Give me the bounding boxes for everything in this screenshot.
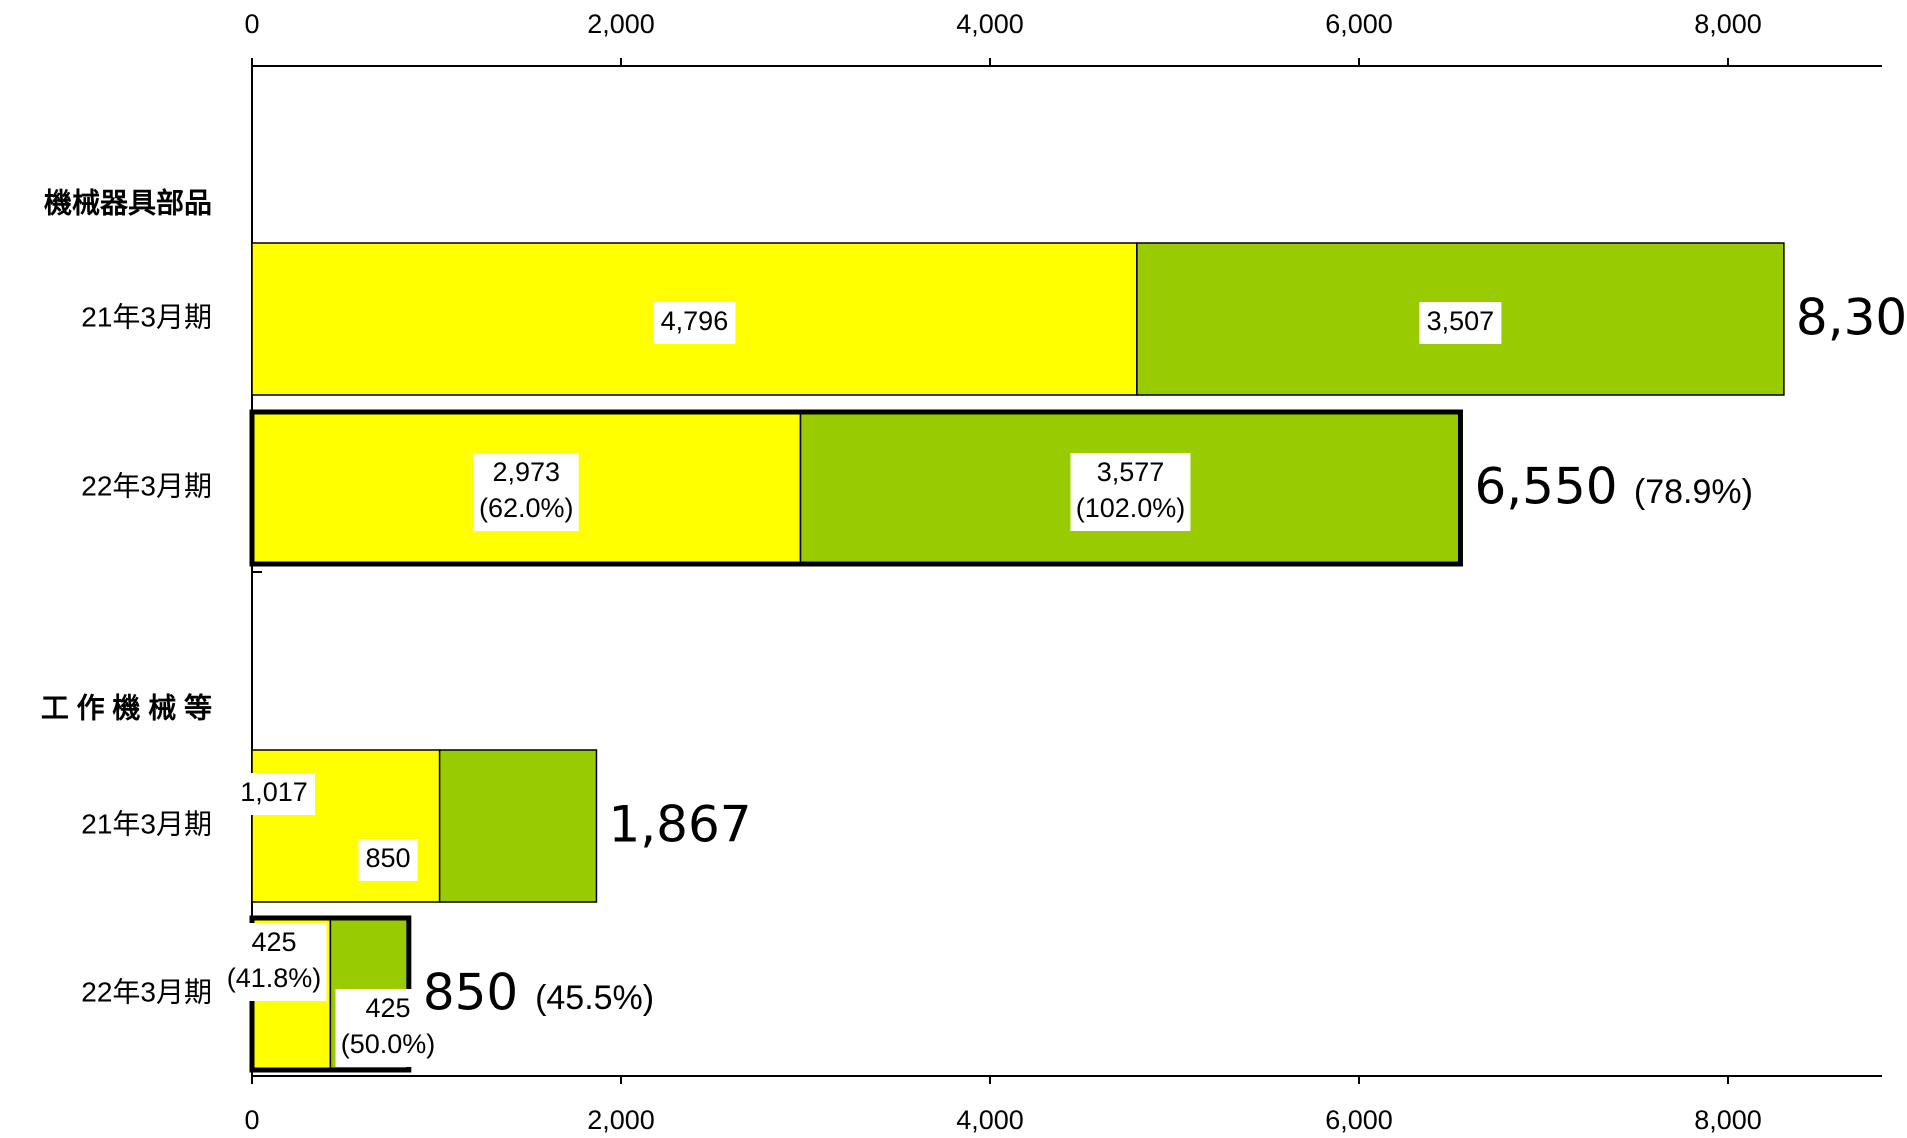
segment-value-label: 1,017 — [240, 777, 308, 807]
bottom-tick-label: 8,000 — [1694, 1105, 1762, 1135]
bar-total-label: 6,550 — [1474, 458, 1617, 516]
segment-value-label-line: 2,973 — [492, 457, 560, 487]
segment-label-box — [233, 773, 315, 815]
segment-label-box — [358, 839, 418, 881]
top-tick-label: 8,000 — [1694, 9, 1762, 39]
segment-value-label: 4,796 — [661, 306, 729, 336]
segment-value-label-line: 4,796 — [661, 306, 729, 336]
highlight-bar-outline — [249, 409, 1463, 567]
segment-value-label: 850 — [365, 843, 410, 873]
bar-segment — [438, 749, 598, 903]
segment-value-label: 425 (50.0%) — [341, 993, 436, 1059]
segment-label-box — [473, 453, 579, 531]
top-tick-label: 2,000 — [587, 9, 655, 39]
bar-total-label: 1,867 — [608, 796, 751, 854]
bar-category-label: 21年3月期 — [81, 301, 212, 332]
segment-value-label-line: (102.0%) — [1076, 493, 1186, 523]
segment-value-label: 2,973 (62.0%) — [479, 457, 574, 523]
segment-label-box — [653, 302, 736, 344]
segment-value-label-line: 3,507 — [1427, 306, 1495, 336]
bar-total-label: 850 — [423, 964, 518, 1022]
segment-value-label-line: 850 — [365, 843, 410, 873]
bottom-tick-label: 2,000 — [587, 1105, 655, 1135]
bar-category-label: 21年3月期 — [81, 808, 212, 839]
bar-total-label: 8,303 — [1796, 289, 1907, 347]
segment-value-label-line: 425 — [251, 927, 296, 957]
segment-value-label-line: (50.0%) — [341, 1029, 436, 1059]
segment-value-label: 3,577 (102.0%) — [1076, 457, 1186, 523]
bar-category-label: 22年3月期 — [81, 976, 212, 1007]
bar-total-pct-label: (45.5%) — [535, 979, 654, 1017]
segment-value-label-line: (41.8%) — [227, 963, 322, 993]
bar-total-pct-label: (78.9%) — [1634, 473, 1753, 511]
top-tick-label: 6,000 — [1325, 9, 1393, 39]
bottom-tick-label: 0 — [244, 1105, 259, 1135]
segment-value-label-line: (62.0%) — [479, 493, 574, 523]
segment-value-label: 3,507 — [1427, 306, 1495, 336]
segment-label-box — [1419, 302, 1502, 344]
top-tick-label: 4,000 — [956, 9, 1024, 39]
bottom-tick-label: 4,000 — [956, 1105, 1024, 1135]
segment-value-label-line: 1,017 — [240, 777, 308, 807]
bar-category-label: 22年3月期 — [81, 470, 212, 501]
segment-value-label-line: 425 — [365, 993, 410, 1023]
segment-value-label: 425 (41.8%) — [227, 927, 322, 993]
top-tick-label: 0 — [244, 9, 259, 39]
segment-label-box — [1070, 453, 1191, 531]
segment-label-box — [221, 923, 327, 1001]
group-label: 機械器具部品 — [44, 187, 212, 218]
group-label: 工 作 機 械 等 — [41, 691, 212, 723]
bottom-tick-label: 6,000 — [1325, 1105, 1393, 1135]
segment-value-label-line: 3,577 — [1097, 457, 1165, 487]
segment-label-box — [335, 989, 441, 1067]
